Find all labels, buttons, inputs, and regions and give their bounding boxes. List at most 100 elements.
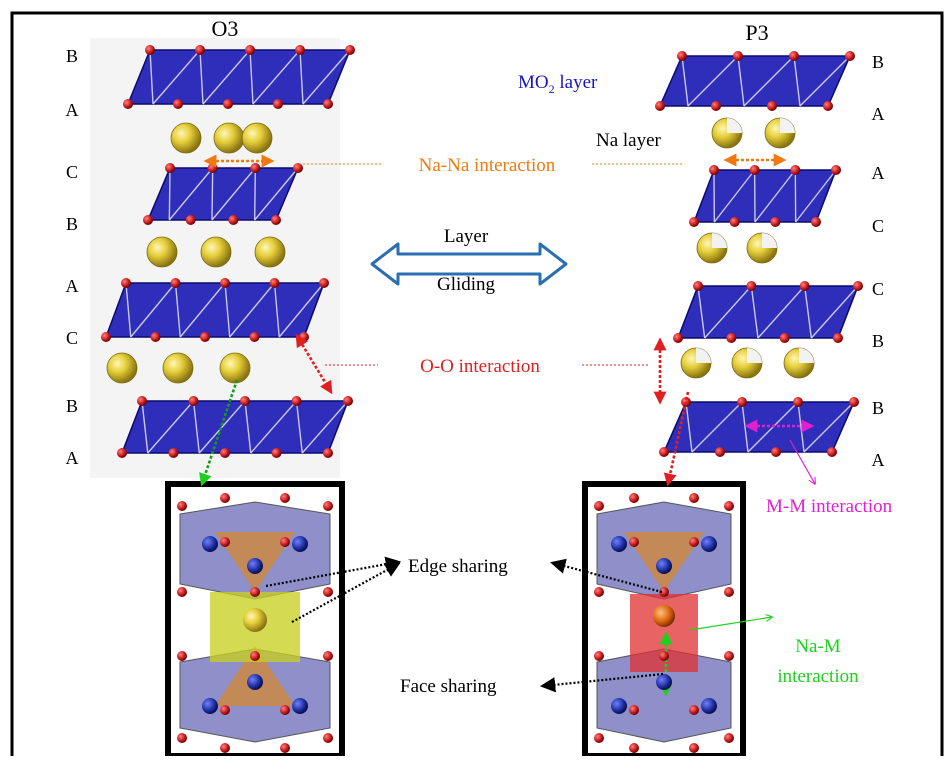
m-m-interaction-label: M-M interaction	[766, 496, 893, 517]
metal-atom	[611, 536, 627, 552]
oxygen-atom	[220, 537, 230, 547]
oxygen-atom	[629, 537, 639, 547]
oxygen-atom	[250, 587, 260, 597]
oxygen-atom	[594, 587, 604, 597]
sodium-atom	[255, 237, 285, 267]
o3-detail-box	[168, 484, 342, 756]
metal-atom	[247, 674, 263, 690]
oxygen-atom	[121, 278, 131, 288]
metal-atom	[701, 698, 717, 714]
o3-stack-letter: A	[66, 100, 79, 120]
metal-atom	[656, 558, 672, 574]
p3-stack-letter: A	[872, 450, 885, 470]
oxygen-atom	[730, 217, 740, 227]
oxygen-atom	[220, 448, 230, 458]
oxygen-atom	[101, 332, 111, 342]
oxygen-atom	[250, 651, 260, 661]
oxygen-atom	[689, 743, 699, 753]
sodium-atom	[653, 605, 675, 627]
oxygen-atom	[771, 447, 781, 457]
oxygen-atom	[280, 493, 290, 503]
oxygen-atom	[845, 51, 855, 61]
oxygen-atom	[715, 447, 725, 457]
oxygen-atom	[165, 163, 175, 173]
metal-atom	[292, 698, 308, 714]
p3-title: P3	[745, 20, 768, 45]
sodium-atom-partial	[784, 348, 814, 378]
oxygen-atom	[173, 99, 183, 109]
na-m-label-line2: interaction	[777, 666, 859, 687]
oxygen-atom	[200, 332, 210, 342]
p3-stack-letter: B	[872, 52, 884, 72]
oxygen-atom	[737, 397, 747, 407]
mo2-slab	[694, 170, 836, 222]
o3-stack-letter: A	[66, 448, 79, 468]
sodium-atom	[171, 123, 201, 153]
o3-layer-1	[123, 45, 355, 109]
oxygen-atom	[629, 493, 639, 503]
metal-atom	[611, 698, 627, 714]
sodium-atom	[220, 353, 250, 383]
oxygen-atom	[689, 705, 699, 715]
oxygen-atom	[177, 733, 187, 743]
oxygen-atom	[250, 332, 260, 342]
oxygen-atom	[177, 651, 187, 661]
oxygen-atom	[709, 165, 719, 175]
sodium-atom	[147, 237, 177, 267]
sodium-atom	[242, 123, 272, 153]
oxygen-atom	[240, 396, 250, 406]
oxygen-atom	[724, 587, 734, 597]
edge-sharing-label: Edge sharing	[408, 556, 508, 577]
oxygen-atom	[271, 215, 281, 225]
oxygen-atom	[195, 45, 205, 55]
mo2-layer-label: MO2 layer	[518, 72, 598, 96]
oxygen-atom	[323, 448, 333, 458]
oxygen-atom	[208, 163, 218, 173]
metal-atom	[292, 536, 308, 552]
oxygen-atom	[793, 397, 803, 407]
oxygen-atom	[693, 281, 703, 291]
mo2-slab	[106, 283, 324, 337]
p3-stack-letter: C	[872, 279, 884, 299]
oxygen-atom	[123, 99, 133, 109]
sodium-atom	[163, 353, 193, 383]
oxygen-atom	[594, 501, 604, 511]
oxygen-atom	[143, 215, 153, 225]
oxygen-atom	[724, 733, 734, 743]
gliding-label: Gliding	[437, 274, 496, 295]
oxygen-atom	[655, 101, 665, 111]
o3-stack-letter: C	[66, 328, 78, 348]
o3-stack-letter: B	[66, 396, 78, 416]
oxygen-atom	[137, 396, 147, 406]
oxygen-atom	[169, 448, 179, 458]
face-sharing-label: Face sharing	[400, 676, 497, 697]
oxygen-atom	[724, 501, 734, 511]
oxygen-atom	[293, 163, 303, 173]
oxygen-atom	[117, 448, 127, 458]
oxygen-atom	[171, 278, 181, 288]
oxygen-atom	[245, 45, 255, 55]
o3-stack-letter: C	[66, 162, 78, 182]
oxygen-atom	[280, 705, 290, 715]
oxygen-atom	[780, 333, 790, 343]
oxygen-atom	[270, 278, 280, 288]
o3-stack-letter: B	[66, 46, 78, 66]
oxygen-atom	[724, 651, 734, 661]
p3-stack-letter: A	[872, 163, 885, 183]
oxygen-atom	[186, 215, 196, 225]
oxygen-atom	[151, 332, 161, 342]
oxygen-atom	[220, 278, 230, 288]
oxygen-atom	[831, 165, 841, 175]
oxygen-atom	[733, 51, 743, 61]
oxygen-atom	[220, 705, 230, 715]
oxygen-atom	[343, 396, 353, 406]
oxygen-atom	[800, 281, 810, 291]
oxygen-atom	[280, 743, 290, 753]
oxygen-atom	[273, 99, 283, 109]
p3-stack-letter: A	[872, 104, 885, 124]
p3-stack-letter: B	[872, 398, 884, 418]
oxygen-atom	[189, 396, 199, 406]
oxygen-atom	[323, 733, 333, 743]
